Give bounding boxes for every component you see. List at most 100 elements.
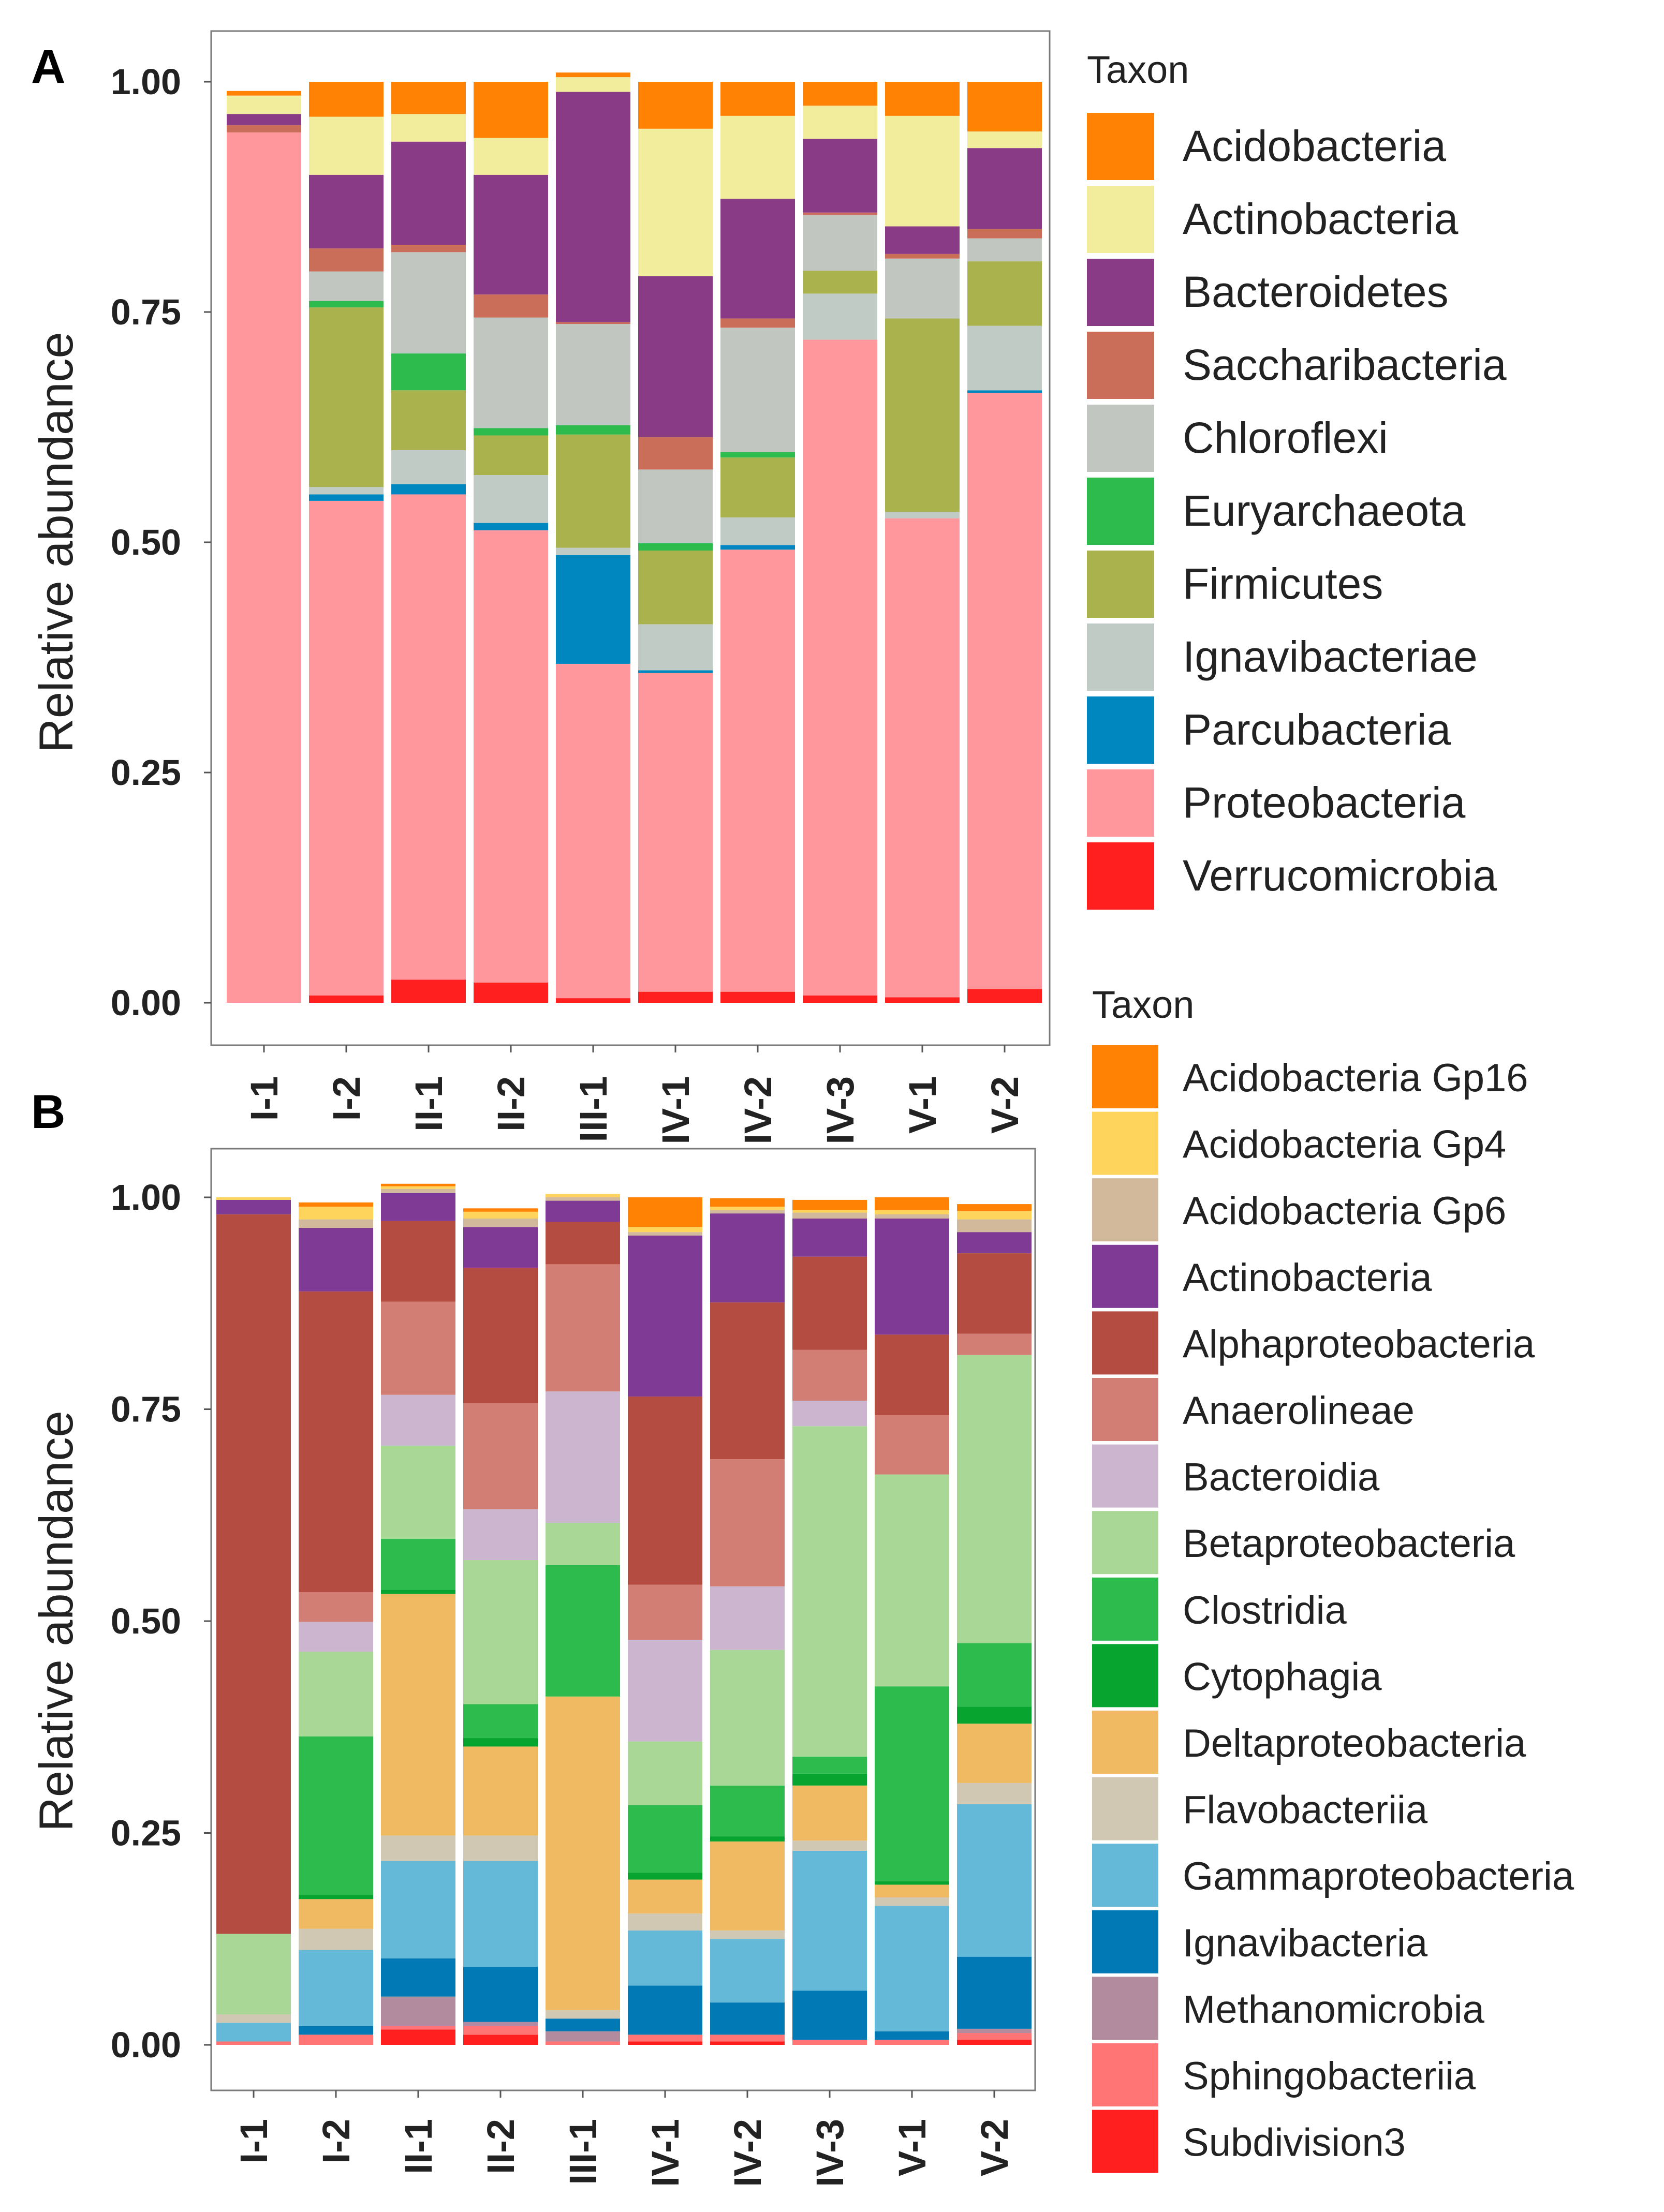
bar-segment-actinobacteria-iv-3 (803, 106, 877, 139)
y-tick-label: 0.75 (111, 1389, 181, 1430)
bar-segment-bacteroidetes-iv-1 (638, 276, 713, 438)
bar-segment-euryarchaeota-ii-1 (391, 353, 466, 391)
bar-segment-bacteroidia-iv-2 (710, 1586, 785, 1650)
bar-segment-parcubacteria-v-2 (967, 390, 1042, 393)
bar-segment-acidobacteria-gp4-i-1 (216, 1197, 291, 1200)
bar-segment-chloroflexi-iii-1 (556, 324, 630, 425)
bar-segment-clostridia-iii-1 (546, 1565, 620, 1697)
bar-segment-gammaproteobacteria-iv-3 (792, 1850, 867, 1991)
bar-segment-betaproteobacteria-iii-1 (546, 1522, 620, 1565)
bar-segment-cytophagia-ii-2 (463, 1738, 538, 1747)
bar-segment-acidobacteria-gp6-iv-2 (710, 1210, 785, 1214)
bar-segment-alphaproteobacteria-iv-2 (710, 1302, 785, 1460)
legend-swatch-acidobacteria-gp4 (1092, 1111, 1158, 1175)
bar-segment-bacteroidetes-i-1 (227, 114, 301, 125)
bar-segment-acidobacteria-gp6-ii-1 (381, 1189, 455, 1193)
bar-segment-saccharibacteria-ii-2 (474, 294, 548, 318)
bar-segment-chloroflexi-iv-1 (638, 469, 713, 543)
bar-segment-verrucomicrobia-ii-2 (474, 982, 548, 1003)
bar-segment-betaproteobacteria-iv-3 (792, 1426, 867, 1757)
bar-segment-parcubacteria-ii-1 (391, 484, 466, 495)
panel-label: B (31, 1086, 65, 1138)
bar-segment-bacteroidia-iv-1 (628, 1640, 702, 1742)
bar-segment-acidobacteria-i-2 (309, 82, 384, 117)
x-tick-label-i-2: I-2 (325, 1076, 368, 1121)
bar-segment-actinobacteria-v-1 (875, 1218, 949, 1335)
bar-segment-subdivision3-v-2 (957, 2040, 1032, 2045)
bar-segment-methanomicrobia-iii-1 (546, 2031, 620, 2042)
legend-label-acidobacteria-gp16: Acidobacteria Gp16 (1183, 1056, 1528, 1100)
bar-segment-proteobacteria-ii-1 (391, 494, 466, 980)
bar-segment-anaerolineae-ii-2 (463, 1403, 538, 1509)
panel-label: A (31, 40, 65, 93)
x-tick-label-iv-1: IV-1 (644, 2119, 687, 2187)
bar-segment-anaerolineae-iii-1 (546, 1264, 620, 1392)
legend-swatch-euryarchaeota (1087, 478, 1154, 545)
bar-segment-alphaproteobacteria-iv-1 (628, 1396, 702, 1585)
bar-segment-bacteroidetes-v-1 (885, 226, 960, 254)
bar-segment-sphingobacteriia-iv-1 (628, 2035, 702, 2042)
bar-segment-alphaproteobacteria-ii-2 (463, 1267, 538, 1404)
bar-segment-betaproteobacteria-iv-1 (628, 1741, 702, 1805)
legend-swatch-verrucomicrobia (1087, 842, 1154, 910)
bar-segment-sphingobacteriia-v-1 (875, 2040, 949, 2045)
legend-label-methanomicrobia: Methanomicrobia (1183, 1987, 1485, 2031)
bar-segment-acidobacteria-i-1 (227, 91, 301, 96)
bar-segment-acidobacteria-gp4-ii-1 (381, 1186, 455, 1189)
legend-label-alphaproteobacteria: Alphaproteobacteria (1183, 1322, 1535, 1366)
bar-segment-ignavibacteriae-ii-1 (391, 450, 466, 484)
legend-label-cytophagia: Cytophagia (1183, 1655, 1382, 1699)
bar-segment-alphaproteobacteria-ii-1 (381, 1221, 455, 1302)
bar-segment-anaerolineae-ii-1 (381, 1301, 455, 1395)
legend-swatch-alphaproteobacteria (1092, 1311, 1158, 1375)
bar-segment-acidobacteria-gp4-v-1 (875, 1210, 949, 1214)
legend-swatch-cytophagia (1092, 1644, 1158, 1708)
x-tick-label-ii-1: II-1 (407, 1076, 450, 1132)
legend-swatch-ignavibacteriae (1087, 623, 1154, 691)
bar-segment-euryarchaeota-iv-1 (638, 543, 713, 551)
legend-label-verrucomicrobia: Verrucomicrobia (1183, 851, 1497, 900)
bar-segment-methanomicrobia-v-2 (957, 2028, 1032, 2033)
bar-segment-acidobacteria-gp6-iv-1 (628, 1232, 702, 1236)
bar-segment-gammaproteobacteria-ii-1 (381, 1861, 455, 1958)
y-axis-label: Relative abundance (30, 1411, 83, 1831)
bar-segment-proteobacteria-v-2 (967, 393, 1042, 989)
bar-segment-gammaproteobacteria-iv-1 (628, 1930, 702, 1986)
bar-segment-proteobacteria-iv-1 (638, 673, 713, 992)
x-tick-label-iv-3: IV-3 (808, 2119, 851, 2187)
bar-segment-acidobacteria-gp6-iii-1 (546, 1197, 620, 1201)
bar-segment-cytophagia-i-2 (299, 1895, 373, 1899)
bar-segment-verrucomicrobia-iii-1 (556, 998, 630, 1003)
bar-segment-deltaproteobacteria-iii-1 (546, 1696, 620, 2010)
bar-segment-verrucomicrobia-v-2 (967, 989, 1042, 1003)
bar-segment-firmicutes-iii-1 (556, 434, 630, 548)
bar-segment-sphingobacteriia-iv-3 (792, 2040, 867, 2045)
bar-segment-methanomicrobia-ii-2 (463, 2022, 538, 2026)
legend-swatch-ignavibacteria (1092, 1910, 1158, 1973)
legend-label-gammaproteobacteria: Gammaproteobacteria (1183, 1854, 1574, 1898)
legend-label-acidobacteria: Acidobacteria (1183, 122, 1446, 170)
bar-segment-ignavibacteriae-iii-1 (556, 547, 630, 555)
bar-segment-bacteroidia-i-2 (299, 1622, 373, 1652)
legend-label-bacteroidetes: Bacteroidetes (1183, 268, 1449, 316)
bar-segment-bacteroidia-ii-2 (463, 1509, 538, 1561)
legend-label-saccharibacteria: Saccharibacteria (1183, 340, 1507, 389)
bar-segment-acidobacteria-gp16-ii-1 (381, 1183, 455, 1186)
legend-label-deltaproteobacteria: Deltaproteobacteria (1183, 1721, 1526, 1765)
legend-label-euryarchaeota: Euryarchaeota (1183, 486, 1466, 535)
bar-segment-alphaproteobacteria-iv-3 (792, 1256, 867, 1350)
bar-segment-firmicutes-ii-1 (391, 390, 466, 450)
legend: Taxon Acidobacteria Gp16 Acidobacteria Gp4… (1092, 983, 1574, 2173)
bar-segment-acidobacteria-v-1 (885, 82, 960, 116)
bar-segment-betaproteobacteria-i-2 (299, 1651, 373, 1736)
plot-frame (210, 1148, 1036, 2091)
bar-segment-acidobacteria-gp16-ii-2 (463, 1208, 538, 1212)
x-tick-label-ii-1: II-1 (397, 2119, 440, 2174)
bar-segment-actinobacteria-iii-1 (556, 77, 630, 92)
bar-segment-gammaproteobacteria-i-2 (299, 1950, 373, 2026)
legend-swatch-sphingobacteriia (1092, 2043, 1158, 2106)
bar-segment-proteobacteria-ii-2 (474, 530, 548, 983)
y-tick-label: 0.00 (111, 983, 181, 1023)
bar-segment-sphingobacteriia-v-2 (957, 2033, 1032, 2040)
